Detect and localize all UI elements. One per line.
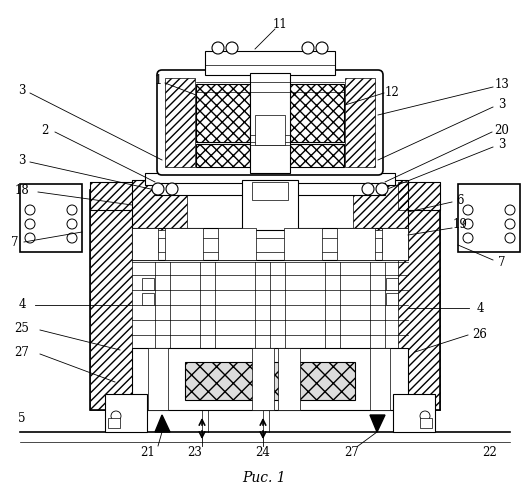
Text: 22: 22 [482,446,497,458]
Bar [158,238,382,252]
Bar [90,182,132,210]
Bar [398,182,440,210]
Circle shape [463,233,473,243]
Text: 3: 3 [18,84,26,96]
Bar [398,190,440,410]
Bar [90,190,440,410]
Bar [345,78,375,167]
Bar [393,394,435,432]
Bar [250,73,290,173]
Polygon shape [155,415,170,432]
Circle shape [25,205,35,215]
Bar [20,184,82,252]
Circle shape [67,233,77,243]
Bar [218,228,256,260]
Bar [90,190,132,410]
Bar [252,182,288,200]
Circle shape [505,233,515,243]
Circle shape [463,205,473,215]
Bar [132,348,408,410]
Bar [337,228,375,260]
Bar [382,228,408,260]
Text: 20: 20 [495,124,509,136]
FancyBboxPatch shape [157,70,383,175]
Bar [242,180,298,230]
Bar [132,228,158,260]
Bar [148,348,168,410]
Bar [155,183,385,195]
Bar [196,144,250,167]
Bar [132,228,408,260]
Text: 4: 4 [476,302,484,314]
Circle shape [463,219,473,229]
Text: 19: 19 [453,218,468,232]
Bar [386,278,398,290]
Circle shape [212,42,224,54]
Text: 23: 23 [188,446,203,458]
Circle shape [505,205,515,215]
Bar [165,228,203,260]
Bar [142,278,154,290]
Bar [90,182,440,210]
Circle shape [67,219,77,229]
Bar [108,418,120,428]
Bar [165,78,195,167]
Bar [105,394,147,432]
Text: 3: 3 [498,98,506,112]
Bar [284,228,322,260]
Bar [353,180,408,230]
Text: 3: 3 [498,138,506,151]
Text: 27: 27 [15,346,30,358]
Bar [132,180,187,230]
Bar [386,293,398,305]
Circle shape [25,219,35,229]
Bar [290,144,344,167]
Circle shape [111,411,121,421]
Bar [185,362,355,400]
Circle shape [302,42,314,54]
Bar [255,115,285,145]
Text: 7: 7 [498,256,506,268]
Bar [290,84,344,142]
Bar [420,418,432,428]
Text: 3: 3 [18,154,26,166]
Text: 7: 7 [11,236,19,248]
Circle shape [67,205,77,215]
Bar [205,51,335,75]
Text: 5: 5 [18,412,26,424]
Bar [278,348,300,410]
Bar [132,180,408,230]
Text: 27: 27 [344,446,359,458]
Text: 18: 18 [15,184,30,196]
Text: 1: 1 [154,74,162,86]
Bar [145,173,395,185]
Text: 12: 12 [385,86,399,98]
Circle shape [505,219,515,229]
Circle shape [166,183,178,195]
Circle shape [316,42,328,54]
Bar [458,184,520,252]
Text: 24: 24 [256,446,270,458]
Polygon shape [370,415,385,432]
Text: Рис. 1: Рис. 1 [242,471,286,485]
Circle shape [420,411,430,421]
Circle shape [152,183,164,195]
Bar [142,293,154,305]
Text: 25: 25 [15,322,30,334]
Bar [252,348,274,410]
Circle shape [362,183,374,195]
Bar [196,84,250,142]
Text: 13: 13 [495,78,509,92]
Text: 11: 11 [272,18,287,32]
Bar [370,348,390,410]
Circle shape [25,233,35,243]
Circle shape [226,42,238,54]
Text: 4: 4 [18,298,26,312]
Text: 6: 6 [456,194,464,206]
Text: 26: 26 [472,328,487,342]
Circle shape [376,183,388,195]
Text: 2: 2 [41,124,49,136]
Text: 21: 21 [141,446,156,458]
